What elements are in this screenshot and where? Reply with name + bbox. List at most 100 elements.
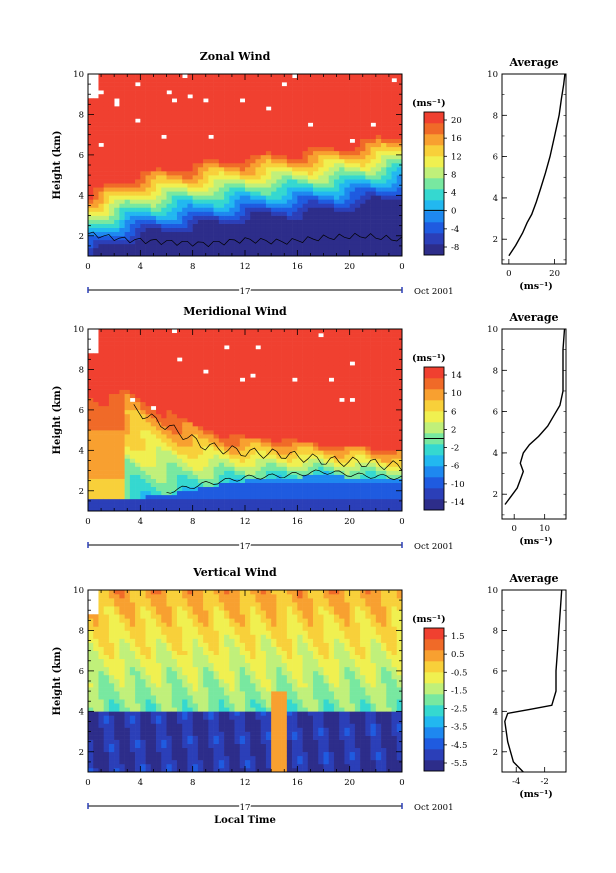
heatmap-cell [339,187,345,192]
heatmap-cell [229,102,235,107]
heatmap-cell [203,191,209,196]
heatmap-cell [108,462,115,467]
heatmap-cell [218,446,225,451]
heatmap-cell [192,167,199,172]
heatmap-cell [124,227,131,233]
heatmap-cell [292,369,298,374]
heatmap-cell [386,167,392,172]
heatmap-cell [103,329,110,334]
heatmap-cell [255,401,261,407]
heatmap-cell [224,446,230,451]
heatmap-cell [171,333,178,338]
heatmap-cell [192,146,199,152]
heatmap-cell [333,393,340,399]
heatmap-cell [271,162,277,168]
heatmap-cell [98,498,104,504]
heatmap-cell [145,78,152,83]
heatmap-cell [307,243,314,249]
heatmap-cell [192,377,199,382]
heatmap-cell [297,369,303,374]
heatmap-cell [88,195,94,200]
heatmap-cell [360,86,366,91]
heatmap-cell [135,494,141,500]
heatmap-cell [229,138,235,144]
heatmap-cell [339,494,345,500]
heatmap-cell [239,86,246,91]
heatmap-cell [93,219,99,224]
heatmap-cell [250,102,256,107]
heatmap-cell [218,130,225,135]
heatmap-cell [276,494,282,500]
heatmap-cell [245,138,251,144]
heatmap-cell [339,158,345,164]
heatmap-cell [171,377,178,382]
heatmap-cell [386,243,392,249]
heatmap-cell [297,506,303,512]
heatmap-cell [313,251,319,257]
heatmap-cell [224,122,230,127]
heatmap-cell [108,506,115,512]
heatmap-cell [182,333,188,338]
heatmap-cell [129,102,136,107]
heatmap-cell [370,98,377,103]
heatmap-cell [239,430,246,435]
heatmap-cell [255,183,261,188]
heatmap-cell [281,401,288,407]
heatmap-cell [171,486,178,492]
heatmap-cell [213,231,220,237]
heatmap-cell [245,243,251,249]
heatmap-cell [218,353,225,358]
heatmap-cell [318,195,324,200]
heatmap-cell [224,191,230,196]
heatmap-cell [208,357,214,362]
heatmap-cell [297,478,303,483]
heatmap-cell [313,353,319,358]
heatmap-cell [375,179,382,184]
heatmap-cell [313,405,319,411]
heatmap-cell [307,215,314,220]
heatmap-cell [234,442,241,447]
heatmap-cell [182,90,188,95]
heatmap-cell [265,207,272,212]
heatmap-cell [349,175,356,180]
heatmap-cell [328,130,335,135]
heatmap-cell [166,134,173,140]
heatmap-cell [145,215,152,220]
heatmap-cell [208,446,214,451]
heatmap-cell [229,417,235,423]
heatmap-cell [140,223,146,228]
heatmap-cell [187,142,193,148]
heatmap-cell [176,215,183,220]
heatmap-cell [156,134,162,140]
heatmap-cell [302,86,309,91]
heatmap-cell [129,393,136,399]
heatmap-cell [176,450,183,455]
heatmap-cell [297,191,303,196]
heatmap-cell [323,389,330,395]
heatmap-cell [140,191,146,196]
heatmap-cell [281,199,288,204]
heatmap-cell [354,203,361,208]
heatmap-cell [265,353,272,358]
heatmap-cell [119,401,125,407]
heatmap-cell [328,235,335,241]
heatmap-cell [150,494,157,500]
heatmap-cell [250,158,256,164]
heatmap-cell [318,369,324,374]
heatmap-cell [302,195,309,200]
heatmap-cell [234,146,241,152]
heatmap-cell [286,175,293,180]
heatmap-cell [234,333,241,338]
zero-contour [87,231,403,248]
heatmap-cell [255,171,261,176]
heatmap-cell [349,114,356,119]
heatmap-cell [156,171,162,176]
heatmap-cell [328,446,335,451]
heatmap-cell [333,118,340,123]
heatmap-cell [218,86,225,91]
heatmap-cell [197,122,204,127]
heatmap-cell [93,494,99,500]
heatmap-cell [119,409,125,415]
heatmap-cell [328,442,335,447]
heatmap-cell [386,86,392,91]
